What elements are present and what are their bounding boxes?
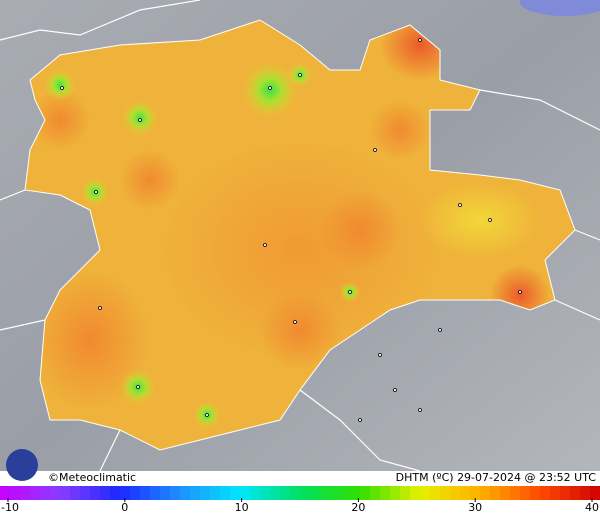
colorbar-cell [220, 486, 231, 500]
colorbar-tick-label: 40 [585, 501, 599, 514]
caption: DHTM (ºC) 29-07-2024 @ 23:52 UTC [396, 471, 597, 484]
colorbar-cell [430, 486, 441, 500]
colorbar-cell [80, 486, 91, 500]
colorbar-cell [570, 486, 581, 500]
colorbar-cell [150, 486, 161, 500]
colorbar-cell [270, 486, 281, 500]
caption-bar [0, 471, 600, 486]
stations [60, 38, 522, 422]
colorbar-cell [540, 486, 551, 500]
colorbar: -10 0 10 20 30 40 [0, 486, 600, 514]
colorbar-cell [450, 486, 461, 500]
colorbar-cell [90, 486, 101, 500]
colorbar-cell [340, 486, 351, 500]
colorbar-cell [400, 486, 411, 500]
colorbar-cell [250, 486, 261, 500]
colorbar-cell [160, 486, 171, 500]
colorbar-cell [490, 486, 501, 500]
colorbar-tick-label: -10 [1, 501, 19, 514]
colorbar-cell [110, 486, 121, 500]
colorbar-cell [210, 486, 221, 500]
colorbar-cell [380, 486, 391, 500]
colorbar-cell [530, 486, 541, 500]
logo [6, 449, 38, 481]
colorbar-cell [320, 486, 331, 500]
colorbar-cell [260, 486, 271, 500]
colorbar-cell [310, 486, 321, 500]
colorbar-cell [420, 486, 431, 500]
colorbar-cell [70, 486, 81, 500]
colorbar-cell [140, 486, 151, 500]
colorbar-cell [410, 486, 421, 500]
colorbar-cell [230, 486, 241, 500]
colorbar-cell [520, 486, 531, 500]
colorbar-tick-label: 0 [121, 501, 128, 514]
colorbar-cell [480, 486, 491, 500]
colorbar-cell [360, 486, 371, 500]
sea [520, 0, 600, 16]
colorbar-cell [390, 486, 401, 500]
colorbar-cell [60, 486, 71, 500]
colorbar-cell [40, 486, 51, 500]
colorbar-cell [470, 486, 481, 500]
region [24, 19, 576, 451]
colorbar-cell [460, 486, 471, 500]
colorbar-cell [580, 486, 591, 500]
colorbar-cell [560, 486, 571, 500]
colorbar-cell [130, 486, 141, 500]
colorbar-cell [190, 486, 201, 500]
colorbar-cell [440, 486, 451, 500]
colorbar-tick-label: 10 [235, 501, 249, 514]
colorbar-cell [350, 486, 361, 500]
colorbar-cell [20, 486, 31, 500]
colorbar-cell [330, 486, 341, 500]
colorbar-cell [280, 486, 291, 500]
colorbar-cell [550, 486, 561, 500]
colorbar-cell [30, 486, 41, 500]
colorbar-cell [590, 486, 600, 500]
colorbar-cell [200, 486, 211, 500]
colorbar-cell [10, 486, 21, 500]
colorbar-cell [100, 486, 111, 500]
colorbar-cell [290, 486, 301, 500]
colorbar-cell [50, 486, 61, 500]
colorbar-cell [180, 486, 191, 500]
borders [0, 0, 600, 471]
colorbar-cell [120, 486, 131, 500]
credit: ©Meteoclimatic [48, 471, 136, 484]
colorbar-cell [300, 486, 311, 500]
colorbar-cell [510, 486, 521, 500]
colorbar-cell [500, 486, 511, 500]
colorbar-cell [240, 486, 251, 500]
colorbar-cell [370, 486, 381, 500]
colorbar-cell [0, 486, 11, 500]
colorbar-tick-label: 30 [468, 501, 482, 514]
colorbar-cell [170, 486, 181, 500]
colorbar-tick-label: 20 [351, 501, 365, 514]
